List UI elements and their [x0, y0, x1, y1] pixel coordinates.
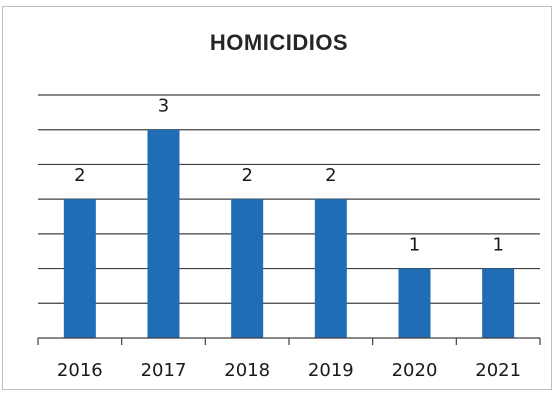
- bars: [63, 129, 515, 338]
- bar-2018: [231, 199, 264, 338]
- tick-label-2019: 2019: [308, 360, 354, 381]
- data-label-2019: 2: [325, 165, 336, 186]
- x-axis: [37, 337, 541, 345]
- tick-label-2020: 2020: [392, 360, 438, 381]
- data-label-2017: 3: [158, 96, 169, 117]
- chart-title: HOMICIDIOS: [209, 30, 349, 55]
- tick-label-2017: 2017: [141, 360, 187, 381]
- data-label-2018: 2: [241, 165, 252, 186]
- data-label-2020: 1: [409, 235, 420, 256]
- bar-2021: [482, 268, 515, 338]
- data-label-2016: 2: [74, 165, 85, 186]
- bar-2020: [398, 268, 431, 338]
- bar-data-labels: 2 3 2 2 1 1: [74, 96, 504, 256]
- data-label-2021: 1: [492, 235, 503, 256]
- x-axis-tick-labels: 2016 2017 2018 2019 2020 2021: [57, 360, 521, 381]
- tick-label-2018: 2018: [224, 360, 270, 381]
- bar-2019: [314, 199, 347, 338]
- tick-label-2021: 2021: [475, 360, 521, 381]
- tick-label-2016: 2016: [57, 360, 103, 381]
- bar-2017: [147, 129, 180, 338]
- gridlines: [38, 94, 540, 304]
- bar-2016: [63, 199, 96, 338]
